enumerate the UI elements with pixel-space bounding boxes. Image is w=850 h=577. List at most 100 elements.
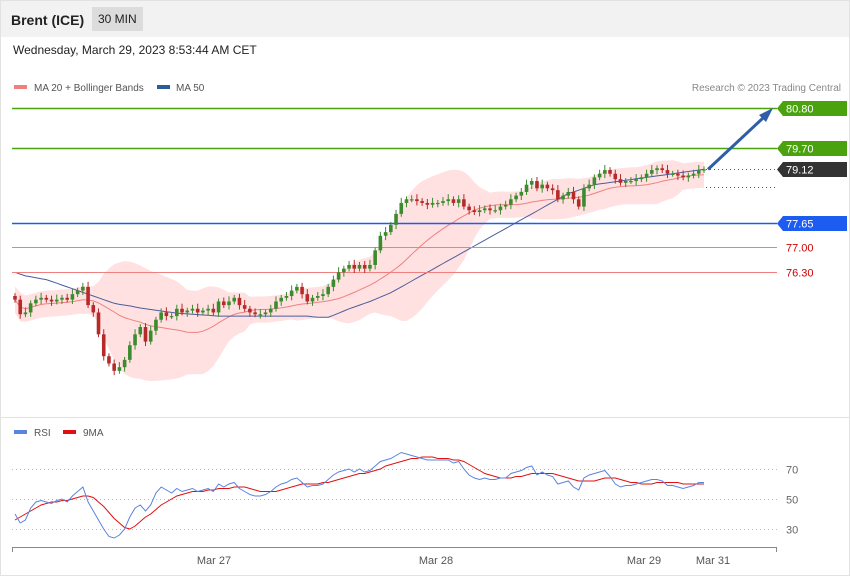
- candle-body: [133, 334, 137, 346]
- candle-body: [660, 168, 665, 171]
- candle-body: [180, 308, 184, 313]
- candle-body: [352, 264, 357, 269]
- rsi-plot: 30 50 70 Mar 27 Mar 28 Mar 29 Mar 31: [12, 451, 798, 567]
- candle-body: [91, 305, 96, 313]
- candle-body: [169, 316, 174, 318]
- candle-body: [676, 173, 680, 176]
- candle-body: [112, 363, 116, 371]
- candle-body: [482, 208, 487, 211]
- candle-body: [159, 312, 163, 320]
- level-tag: [777, 162, 847, 177]
- candle-body: [608, 170, 612, 174]
- candle-body: [107, 356, 111, 364]
- candle-body: [368, 264, 372, 269]
- candle-body: [503, 204, 508, 207]
- legend-swatch-rsi: [14, 430, 27, 434]
- candle-body: [75, 290, 80, 295]
- candle-body: [623, 181, 628, 183]
- candle-body: [185, 310, 190, 313]
- candle-body: [54, 299, 59, 302]
- candle-body: [383, 232, 388, 236]
- candle-body: [446, 199, 451, 202]
- candle-body: [263, 312, 268, 315]
- x-tick-label: Mar 27: [197, 555, 231, 567]
- level-tag: [777, 141, 847, 156]
- legend-swatch-ma20: [14, 85, 27, 89]
- candle-body: [321, 294, 325, 296]
- candle-body: [571, 191, 576, 200]
- forecast-arrowhead: [759, 108, 773, 123]
- candle-body: [545, 184, 550, 189]
- candle-body: [60, 297, 64, 300]
- legend-label-ma50: MA 50: [176, 83, 205, 94]
- candle-body: [310, 297, 315, 302]
- candle-body: [592, 177, 597, 185]
- candle-body: [477, 210, 482, 213]
- candle-body: [665, 170, 670, 174]
- candle-body: [540, 184, 544, 189]
- candle-body: [289, 290, 294, 296]
- candle-body: [420, 201, 424, 203]
- candle-body: [65, 297, 69, 300]
- legend-swatch-ma50: [157, 85, 170, 89]
- price-plot: 80.80 79.70 79.12 77.65 77.00 76.30: [1, 101, 850, 418]
- candle-body: [415, 199, 419, 202]
- candle-body: [556, 190, 560, 200]
- rsi-tick-label: 50: [786, 495, 798, 507]
- candle-body: [629, 181, 633, 183]
- candle-body: [644, 173, 649, 178]
- candle-body: [514, 195, 518, 200]
- x-tick-label: Mar 31: [696, 555, 730, 567]
- candle-body: [242, 305, 247, 309]
- candle-body: [211, 308, 216, 313]
- candle-body: [587, 184, 591, 189]
- candle-body: [691, 173, 696, 176]
- candle-body: [295, 286, 299, 291]
- candle-body: [258, 314, 263, 316]
- legend-label-ma20: MA 20 + Bollinger Bands: [34, 83, 144, 94]
- x-tick-label: Mar 29: [627, 555, 661, 567]
- candle-body: [550, 188, 555, 191]
- candle-body: [81, 286, 85, 291]
- candle-body: [681, 175, 685, 178]
- candle-body: [597, 173, 602, 178]
- level-label: 80.80: [786, 104, 814, 116]
- candle-body: [529, 181, 534, 185]
- candle-body: [253, 312, 257, 315]
- candle-body: [23, 312, 28, 315]
- candle-body: [300, 286, 304, 295]
- candle-body: [603, 170, 607, 174]
- candle-body: [70, 294, 75, 300]
- candle-body: [613, 173, 618, 180]
- candle-body: [216, 301, 221, 313]
- candle-body: [128, 345, 132, 360]
- candle-body: [634, 179, 638, 182]
- candle-body: [378, 235, 383, 251]
- candle-body: [39, 297, 43, 300]
- level-tag: [777, 216, 847, 231]
- candle-body: [336, 272, 341, 280]
- candle-body: [49, 299, 54, 302]
- candle-body: [342, 268, 346, 273]
- candle-body: [373, 250, 377, 265]
- candle-body: [524, 184, 529, 192]
- candle-body: [488, 208, 492, 211]
- candle-body: [357, 264, 362, 269]
- candle-body: [467, 206, 471, 211]
- candle-body: [394, 213, 398, 225]
- level-label: 79.70: [786, 144, 814, 156]
- candle-body: [206, 308, 210, 311]
- candle-body: [430, 202, 435, 205]
- level-label: 77.00: [786, 243, 814, 255]
- candle-body: [195, 308, 200, 313]
- candle-body: [498, 206, 503, 211]
- candle-body: [274, 301, 278, 309]
- candle-body: [268, 308, 273, 313]
- candle-body: [154, 319, 158, 331]
- rsi-ma-line: [14, 456, 704, 530]
- legend-label-rsi: RSI: [34, 428, 51, 439]
- timeframe-badge[interactable]: 30 MIN: [92, 7, 143, 31]
- candle-body: [639, 177, 644, 180]
- candle-body: [44, 297, 49, 300]
